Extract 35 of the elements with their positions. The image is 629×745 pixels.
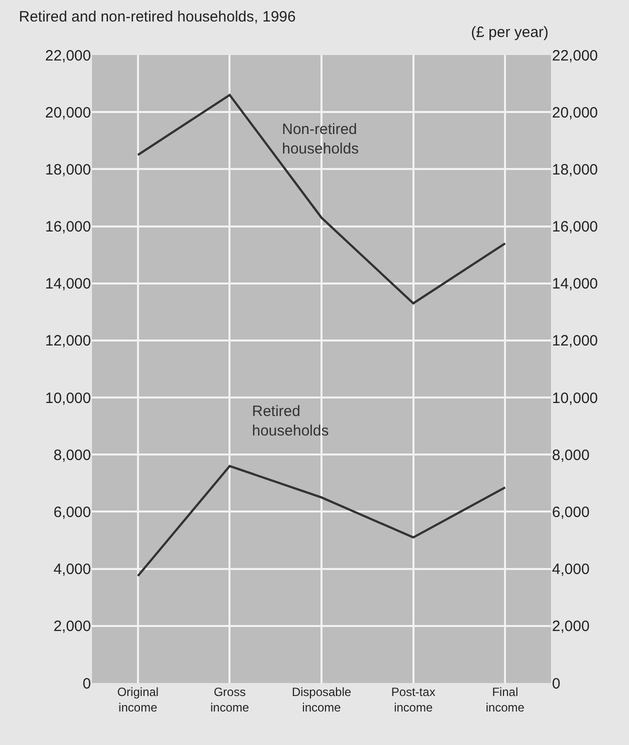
y2-tick-label: 0: [552, 675, 560, 692]
x-tick-label: Final income: [486, 685, 525, 715]
text: Retired households: [252, 403, 329, 440]
y-tick-label: 10,000: [45, 390, 91, 407]
y-tick-label: 20,000: [45, 104, 91, 122]
y2-tick-label: 8,000: [552, 446, 590, 464]
x-tick-label: Disposable income: [292, 685, 352, 715]
y2-tick-label: 4,000: [552, 561, 590, 578]
y2-tick-label: 18,000: [552, 161, 598, 178]
y-tick-label: 12,000: [45, 332, 91, 350]
x-tick-label: Original income: [117, 685, 159, 715]
y-tick-label: 18,000: [45, 161, 91, 178]
y-tick-label: 4,000: [53, 561, 91, 578]
y2-tick-label: 12,000: [552, 332, 598, 350]
x-tick-label: Post-tax income: [391, 685, 436, 715]
y2-tick-label: 2,000: [552, 618, 590, 636]
y2-tick-label: 16,000: [552, 218, 598, 236]
y-tick-label: 2,000: [53, 618, 91, 636]
y2-tick-label: 10,000: [552, 390, 598, 407]
y2-tick-label: 20,000: [552, 104, 598, 122]
y-tick-label: 8,000: [53, 446, 91, 464]
chart-title: Retired and non-retired households, 1996: [18, 8, 296, 26]
x-tick-label: Gross income: [210, 685, 250, 715]
y2-tick-label: 14,000: [552, 276, 598, 293]
y-tick-label: 6,000: [53, 504, 91, 521]
y2-tick-label: 22,000: [552, 47, 598, 64]
text: (£ per year): [471, 24, 549, 41]
line-series: [136, 464, 506, 578]
line-series: [136, 94, 506, 304]
y-tick-label: 0: [82, 675, 91, 692]
y-tick-label: 22,000: [45, 47, 91, 64]
series-label: Non-retired households: [282, 121, 359, 158]
y-tick-label: 16,000: [45, 218, 91, 236]
y-tick-label: 14,000: [45, 276, 91, 293]
y2-tick-label: 6,000: [552, 504, 590, 521]
